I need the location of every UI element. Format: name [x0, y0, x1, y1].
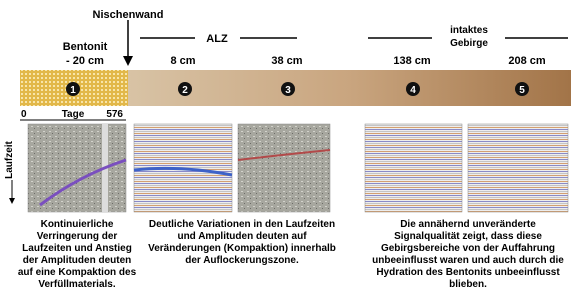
marker-label: 5: [519, 85, 525, 96]
trace: [133, 166, 233, 177]
axis-label: Laufzeit: [4, 140, 15, 178]
axis-label: 576: [106, 109, 123, 120]
caption: Kontinuierliche: [41, 219, 114, 230]
marker-label: 1: [70, 85, 76, 96]
seismogram: [467, 123, 569, 213]
label: - 20 cm: [66, 55, 104, 67]
marker-label: 3: [285, 85, 291, 96]
seismogram: [27, 123, 127, 213]
caption: Verringerung der: [37, 231, 118, 242]
caption: Verfüllmaterials.: [38, 279, 115, 290]
marker: [178, 82, 192, 96]
marker: [406, 82, 420, 96]
caption: Veränderungen (Kompaktion) innerhalb: [148, 243, 336, 254]
label: Bentonit: [63, 41, 108, 53]
caption: der Amplituden deuten: [23, 255, 132, 266]
marker-label: 2: [182, 85, 188, 96]
depth-label: 8 cm: [170, 55, 195, 67]
caption: auf eine Kompaktion des: [18, 267, 137, 278]
caption: und Amplituden deuten auf: [177, 231, 307, 242]
arrow-head: [123, 56, 133, 66]
caption: Laufzeiten und Anstieg: [22, 243, 132, 254]
rock: [128, 70, 571, 106]
marker-label: 4: [410, 85, 416, 96]
label: Gebirge: [450, 38, 488, 49]
arrow-head: [9, 198, 15, 204]
caption: Gebirgsbereiche von der Auffahrung: [381, 243, 555, 254]
band: [20, 70, 571, 106]
axis-label: 0: [21, 109, 27, 120]
caption: blieben.: [449, 279, 487, 290]
label: Nischenwand: [93, 9, 164, 21]
caption: der Auflockerungszone.: [185, 255, 299, 266]
caption: Deutliche Variationen in den Laufzeiten: [149, 219, 335, 230]
marker: [515, 82, 529, 96]
depth-label: 38 cm: [271, 55, 302, 67]
seismogram: [237, 123, 331, 213]
marker: [66, 82, 80, 96]
trace: [237, 149, 331, 161]
caption: Die annähernd unveränderte: [400, 219, 536, 230]
label: ALZ: [206, 33, 228, 45]
caption: Signalqualität zeigt, dass diese: [394, 231, 542, 242]
depth-label: 138 cm: [393, 55, 431, 67]
label: intaktes: [450, 25, 488, 36]
trace: [39, 158, 127, 207]
marker: [281, 82, 295, 96]
caption: Hydration des Bentonits unbeeinflusst: [376, 267, 560, 278]
depth-label: 208 cm: [508, 55, 546, 67]
caption: unbeeinflusst waren und auch durch die: [372, 255, 564, 266]
axis-label: Tage: [62, 109, 85, 120]
seismogram: [364, 123, 463, 213]
